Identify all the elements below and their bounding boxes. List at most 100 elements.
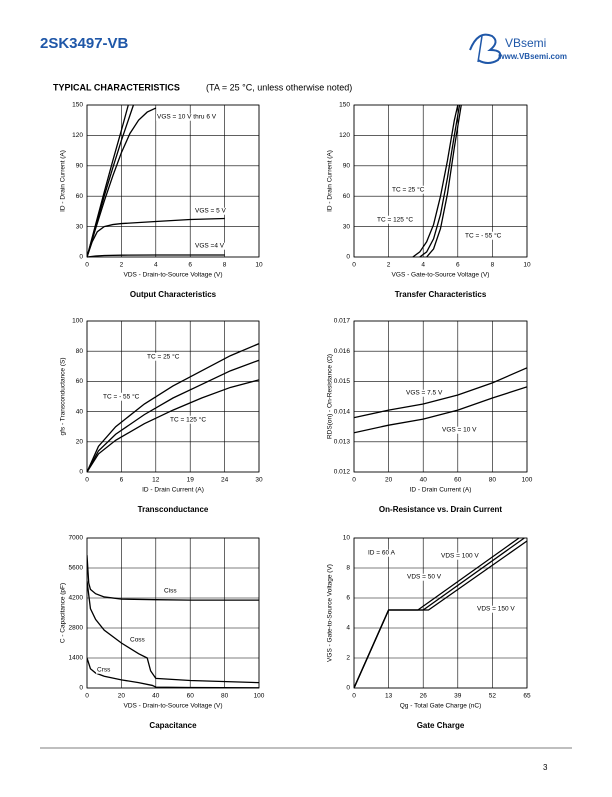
x-tick-label: 0 bbox=[352, 262, 356, 269]
y-tick-label: 4 bbox=[346, 625, 350, 632]
x-tick-label: 6 bbox=[456, 262, 460, 269]
y-tick-label: 0 bbox=[346, 685, 350, 692]
y-tick-label: 0 bbox=[79, 685, 83, 692]
chart-title: Transconductance bbox=[138, 505, 209, 514]
series-line bbox=[87, 254, 225, 258]
x-tick-label: 0 bbox=[352, 477, 356, 484]
y-tick-label: 0 bbox=[79, 254, 83, 261]
y-tick-label: 5600 bbox=[69, 565, 84, 572]
y-tick-label: 0.017 bbox=[334, 318, 351, 325]
chart-title: On-Resistance vs. Drain Current bbox=[379, 505, 502, 514]
annotation: VGS = 7.5 V bbox=[406, 390, 443, 397]
annotation-bg bbox=[367, 549, 397, 557]
y-tick-label: 0 bbox=[346, 254, 350, 261]
annotation: VGS = 5 V bbox=[195, 208, 227, 215]
y-tick-label: 2 bbox=[346, 655, 350, 662]
annotation: TC = 25 °C bbox=[147, 353, 180, 361]
chart-title: Transfer Characteristics bbox=[395, 290, 487, 299]
x-tick-label: 20 bbox=[385, 477, 393, 484]
x-tick-label: 13 bbox=[385, 693, 393, 700]
series-line bbox=[87, 107, 157, 258]
annotation-bg bbox=[156, 113, 218, 121]
annotation-bg bbox=[440, 552, 481, 560]
x-tick-label: 0 bbox=[85, 693, 89, 700]
annotation: ID = 60 A bbox=[368, 550, 396, 557]
y-tick-label: 0.014 bbox=[334, 408, 351, 415]
plot-frame bbox=[86, 320, 260, 473]
series-line bbox=[354, 540, 527, 689]
chart: 0 1400 2800 4200 5600 7000 0 20 40 60 80 100 VDS - D… bbox=[60, 535, 265, 730]
x-axis-label: VDS - Drain-to-Source Voltage (V) bbox=[124, 703, 223, 710]
y-tick-label: 0.016 bbox=[334, 348, 351, 355]
y-tick-label: 60 bbox=[76, 378, 84, 385]
annotation: VDS = 50 V bbox=[407, 574, 442, 581]
annotation: TC = 25 °C bbox=[392, 186, 425, 194]
y-axis-label: C - Capacitance (pF) bbox=[60, 583, 67, 643]
chart: 0 2 4 6 8 10 0 13 26 39 52 65 Qg - Total Gate Charge… bbox=[327, 535, 531, 730]
x-tick-label: 0 bbox=[85, 477, 89, 484]
brand: VBsemi bbox=[505, 36, 546, 50]
y-tick-label: 40 bbox=[76, 408, 84, 415]
annotation-bg bbox=[194, 207, 228, 215]
x-tick-label: 30 bbox=[255, 477, 263, 484]
x-tick-label: 2 bbox=[120, 262, 124, 269]
part-number: 2SK3497-VB bbox=[40, 35, 129, 52]
y-tick-label: 7000 bbox=[69, 535, 84, 542]
series-line bbox=[87, 580, 259, 684]
y-axis-label: gfs - Transconductance (S) bbox=[60, 357, 67, 435]
series-line bbox=[87, 343, 259, 473]
y-tick-label: 120 bbox=[339, 132, 350, 139]
x-tick-label: 65 bbox=[523, 693, 531, 700]
y-axis-label: ID - Drain Current (A) bbox=[327, 150, 334, 212]
series-line bbox=[87, 657, 259, 689]
series-line bbox=[426, 104, 462, 258]
plot-frame bbox=[353, 320, 528, 473]
y-tick-label: 60 bbox=[76, 193, 84, 200]
y-tick-label: 0.013 bbox=[334, 439, 351, 446]
series-line bbox=[354, 367, 527, 419]
y-axis-label: ID - Drain Current (A) bbox=[60, 150, 67, 212]
x-tick-label: 8 bbox=[223, 262, 227, 269]
y-axis-label: RDS(on) - On-Resistance (Ω) bbox=[327, 354, 334, 439]
y-axis-label: VGS - Gate-to-Source Voltage (V) bbox=[327, 564, 334, 662]
chart: 0.012 0.013 0.014 0.015 0.016 0.017 0 20 40 60 80 1… bbox=[327, 318, 533, 514]
y-tick-label: 100 bbox=[72, 318, 83, 325]
x-tick-label: 80 bbox=[489, 477, 497, 484]
annotation-bg bbox=[376, 215, 415, 224]
y-tick-label: 8 bbox=[346, 565, 350, 572]
x-tick-label: 40 bbox=[152, 693, 160, 700]
x-tick-label: 4 bbox=[421, 262, 425, 269]
series-line bbox=[87, 217, 225, 258]
annotation: TC = - 55 °C bbox=[103, 393, 140, 401]
y-tick-label: 20 bbox=[76, 439, 84, 446]
annotation-bg bbox=[102, 392, 141, 401]
series-line bbox=[412, 104, 459, 258]
y-tick-label: 4200 bbox=[69, 595, 84, 602]
annotation: TC = 125 °C bbox=[170, 416, 206, 424]
y-tick-label: 0 bbox=[79, 469, 83, 476]
annotation: VDS = 150 V bbox=[477, 606, 515, 613]
annotation: TC = - 55 °C bbox=[465, 232, 502, 240]
y-tick-label: 1400 bbox=[69, 655, 84, 662]
x-axis-label: VDS - Drain-to-Source Voltage (V) bbox=[124, 272, 223, 279]
chart: 0 30 60 90 120 150 0 2 4 6 8 10 VDS - Drain-to-Sourc… bbox=[60, 102, 263, 299]
annotation-bg bbox=[194, 242, 226, 250]
page-number: 3 bbox=[543, 763, 548, 772]
x-tick-label: 0 bbox=[85, 262, 89, 269]
plot-frame bbox=[353, 537, 528, 689]
annotation: Coss bbox=[130, 637, 146, 644]
annotation-bg bbox=[129, 636, 147, 644]
website: www.VBsemi.com bbox=[497, 52, 567, 61]
y-tick-label: 150 bbox=[339, 102, 350, 109]
x-tick-label: 100 bbox=[522, 477, 533, 484]
annotation-bg bbox=[96, 666, 113, 674]
series-line bbox=[354, 386, 527, 434]
x-axis-label: ID - Drain Current (A) bbox=[142, 487, 204, 494]
x-tick-label: 6 bbox=[188, 262, 192, 269]
x-tick-label: 0 bbox=[352, 693, 356, 700]
annotation: TC = 125 °C bbox=[377, 216, 413, 224]
annotation: VDS = 100 V bbox=[441, 553, 479, 560]
annotation-bg bbox=[405, 389, 444, 397]
x-tick-label: 4 bbox=[154, 262, 158, 269]
